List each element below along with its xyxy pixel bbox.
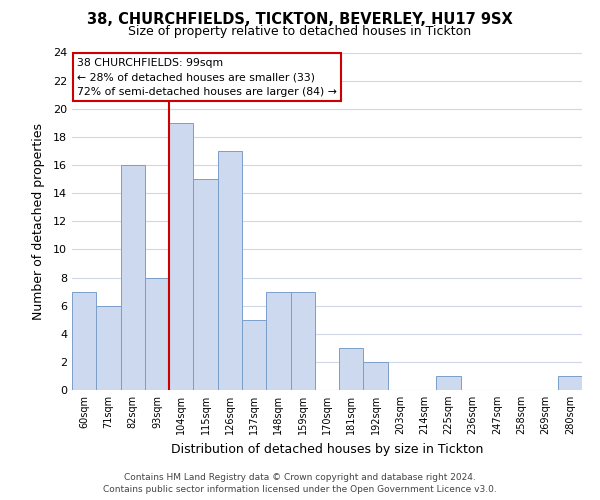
Bar <box>339 348 364 390</box>
Bar <box>145 278 169 390</box>
Bar <box>72 292 96 390</box>
Bar <box>364 362 388 390</box>
Bar <box>193 179 218 390</box>
Text: 38 CHURCHFIELDS: 99sqm
← 28% of detached houses are smaller (33)
72% of semi-det: 38 CHURCHFIELDS: 99sqm ← 28% of detached… <box>77 58 337 97</box>
Bar <box>242 320 266 390</box>
Bar <box>290 292 315 390</box>
Bar <box>169 123 193 390</box>
Bar <box>436 376 461 390</box>
Bar <box>266 292 290 390</box>
Text: 38, CHURCHFIELDS, TICKTON, BEVERLEY, HU17 9SX: 38, CHURCHFIELDS, TICKTON, BEVERLEY, HU1… <box>87 12 513 28</box>
Bar <box>121 165 145 390</box>
X-axis label: Distribution of detached houses by size in Tickton: Distribution of detached houses by size … <box>171 442 483 456</box>
Bar <box>558 376 582 390</box>
Text: Contains HM Land Registry data © Crown copyright and database right 2024.
Contai: Contains HM Land Registry data © Crown c… <box>103 472 497 494</box>
Bar <box>96 306 121 390</box>
Y-axis label: Number of detached properties: Number of detached properties <box>32 122 44 320</box>
Bar <box>218 151 242 390</box>
Text: Size of property relative to detached houses in Tickton: Size of property relative to detached ho… <box>128 25 472 38</box>
